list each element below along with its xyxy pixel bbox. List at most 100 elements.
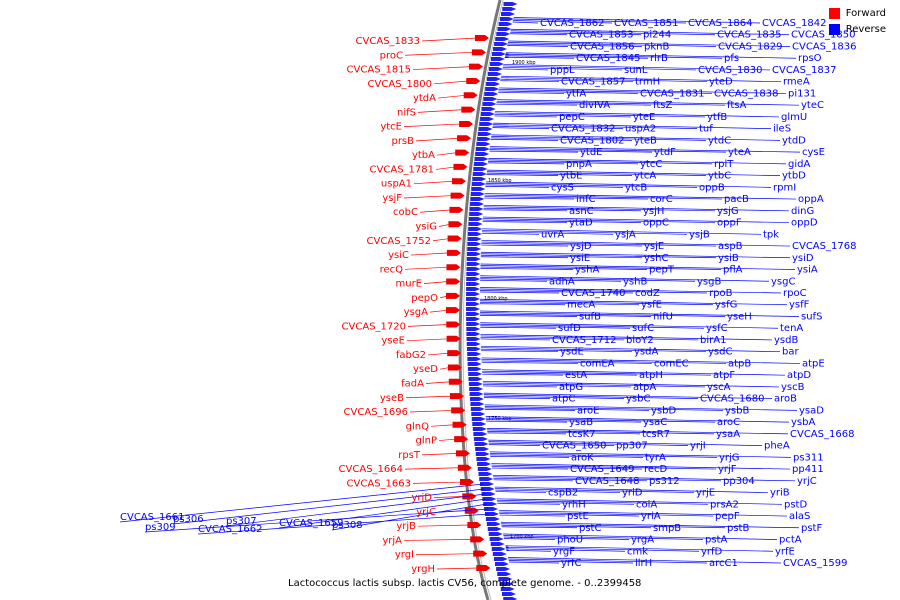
reverse-gene-label-ysde: ysdE bbox=[560, 347, 584, 358]
forward-gene-label-pepo: pepO bbox=[411, 293, 438, 304]
reverse-gene-label-atpa: atpA bbox=[633, 382, 656, 393]
reverse-leader-line bbox=[482, 228, 762, 235]
forward-gene-label-ytda: ytdA bbox=[413, 93, 436, 104]
reverse-feature-block bbox=[466, 302, 481, 306]
reverse-gene-label-cvcas-1650: CVCAS_1650 bbox=[542, 441, 606, 452]
reverse-leader-line bbox=[490, 454, 644, 458]
reverse-leader-line bbox=[488, 439, 763, 446]
reverse-gene-label-aroc: aroC bbox=[717, 417, 740, 428]
reverse-leader-line bbox=[491, 137, 633, 141]
forward-leader-line bbox=[436, 567, 479, 570]
legend-reverse-label: Reverse bbox=[845, 24, 886, 35]
reverse-leader-line bbox=[480, 278, 622, 282]
reverse-gene-label-phea: pheA bbox=[764, 441, 790, 452]
reverse-gene-label-ysfc: ysfC bbox=[706, 323, 728, 334]
reverse-leader-line bbox=[481, 240, 791, 247]
reverse-leader-line bbox=[498, 89, 713, 94]
reverse-feature-block bbox=[484, 512, 499, 516]
reverse-gene-label-ytdf: ytdF bbox=[654, 147, 676, 158]
reverse-gene-label-cvcas-1662: CVCAS_1662 bbox=[198, 524, 262, 535]
forward-leader-line bbox=[419, 209, 452, 213]
reverse-leader-line bbox=[484, 194, 723, 200]
reverse-gene-label-atpd: atpD bbox=[787, 370, 811, 381]
reverse-leader-line bbox=[488, 444, 541, 446]
reverse-leader-line bbox=[480, 338, 551, 341]
reverse-leader-line bbox=[482, 229, 688, 235]
reverse-leader-line bbox=[482, 221, 568, 223]
reverse-feature-block bbox=[468, 382, 483, 386]
reverse-leader-line bbox=[504, 538, 556, 540]
reverse-gene-label-yrfe: yrfE bbox=[775, 546, 795, 557]
forward-feature-fabg2 bbox=[447, 350, 462, 357]
reverse-leader-line bbox=[481, 244, 569, 247]
reverse-feature-block bbox=[466, 342, 481, 346]
reverse-leader-line bbox=[278, 498, 487, 529]
forward-feature-ytda bbox=[463, 92, 478, 99]
forward-leader-line bbox=[404, 467, 460, 470]
forward-gene-label-uspa1: uspA1 bbox=[381, 179, 412, 190]
forward-feature-cvcas-1833 bbox=[474, 35, 489, 41]
reverse-feature-block bbox=[490, 57, 505, 61]
reverse-leader-line bbox=[481, 243, 643, 247]
forward-gene-label-cobc: cobC bbox=[393, 207, 418, 218]
reverse-feature-block bbox=[475, 147, 490, 151]
reverse-gene-label-recd: recD bbox=[644, 464, 668, 475]
reverse-gene-label-asnc: asnC bbox=[569, 206, 594, 217]
reverse-leader-line bbox=[497, 502, 561, 505]
reverse-leader-line bbox=[496, 499, 709, 505]
reverse-feature-block bbox=[478, 472, 493, 476]
reverse-feature-block bbox=[484, 507, 499, 511]
reverse-feature-block bbox=[480, 117, 495, 121]
reverse-leader-line bbox=[512, 20, 613, 24]
reverse-gene-label-alas: alaS bbox=[789, 511, 810, 522]
reverse-feature-block bbox=[483, 97, 498, 101]
forward-leader-line bbox=[403, 195, 453, 199]
reverse-leader-line bbox=[505, 52, 797, 59]
forward-leader-line bbox=[430, 424, 455, 427]
reverse-feature-block bbox=[493, 557, 508, 561]
reverse-feature-block bbox=[471, 412, 486, 416]
reverse-gene-label-ps309: ps309 bbox=[145, 522, 176, 533]
reverse-leader-line bbox=[480, 265, 722, 270]
reverse-leader-line bbox=[482, 381, 780, 388]
reverse-leader-line bbox=[500, 78, 634, 83]
reverse-gene-label-pknb: pknB bbox=[644, 41, 669, 52]
reverse-leader-line bbox=[480, 263, 796, 270]
reverse-gene-label-ytcc: ytcC bbox=[640, 159, 662, 170]
reverse-gene-label-tena: tenA bbox=[780, 323, 803, 334]
reverse-leader-line bbox=[480, 291, 560, 294]
reverse-leader-line bbox=[480, 275, 770, 282]
forward-gene-label-ysed: yseD bbox=[413, 364, 438, 375]
reverse-gene-label-cvcas-1768: CVCAS_1768 bbox=[792, 241, 856, 252]
reverse-leader-line bbox=[498, 92, 565, 94]
reverse-feature-block bbox=[480, 112, 495, 116]
reverse-leader-line bbox=[480, 253, 717, 259]
forward-feature-yrgh bbox=[476, 565, 491, 571]
reverse-feature-block bbox=[466, 257, 481, 261]
reverse-feature-block bbox=[475, 152, 490, 156]
reverse-gene-label-yscb: yscB bbox=[781, 382, 805, 393]
reverse-gene-label-corc: corC bbox=[650, 194, 673, 205]
reverse-gene-label-ysbd: ysbD bbox=[651, 405, 676, 416]
forward-leader-line bbox=[412, 481, 463, 484]
reverse-feature-block bbox=[497, 27, 512, 31]
reverse-gene-label-ysda: ysdA bbox=[634, 347, 658, 358]
reverse-leader-line bbox=[480, 310, 800, 317]
reverse-gene-label-ysaa: ysaA bbox=[716, 429, 740, 440]
reverse-feature-block bbox=[503, 597, 518, 600]
reverse-leader-line bbox=[480, 276, 696, 282]
forward-feature-yseb bbox=[449, 393, 464, 400]
reverse-gene-label-cvcas-1851: CVCAS_1851 bbox=[614, 18, 678, 29]
forward-leader-line bbox=[432, 238, 450, 242]
reverse-leader-line bbox=[494, 115, 558, 118]
reverse-gene-label-ysac: ysaC bbox=[643, 417, 667, 428]
reverse-leader-line bbox=[487, 429, 715, 435]
legend-reverse: Reverse bbox=[828, 24, 886, 35]
reverse-feature-block bbox=[500, 587, 515, 591]
reverse-leader-line bbox=[501, 523, 726, 529]
forward-gene-label-cvcas-1781: CVCAS_1781 bbox=[370, 164, 434, 175]
reverse-leader-line bbox=[510, 31, 642, 36]
reverse-gene-label-coia: coiA bbox=[636, 499, 657, 510]
reverse-leader-line bbox=[480, 323, 705, 329]
reverse-leader-line bbox=[482, 216, 790, 223]
